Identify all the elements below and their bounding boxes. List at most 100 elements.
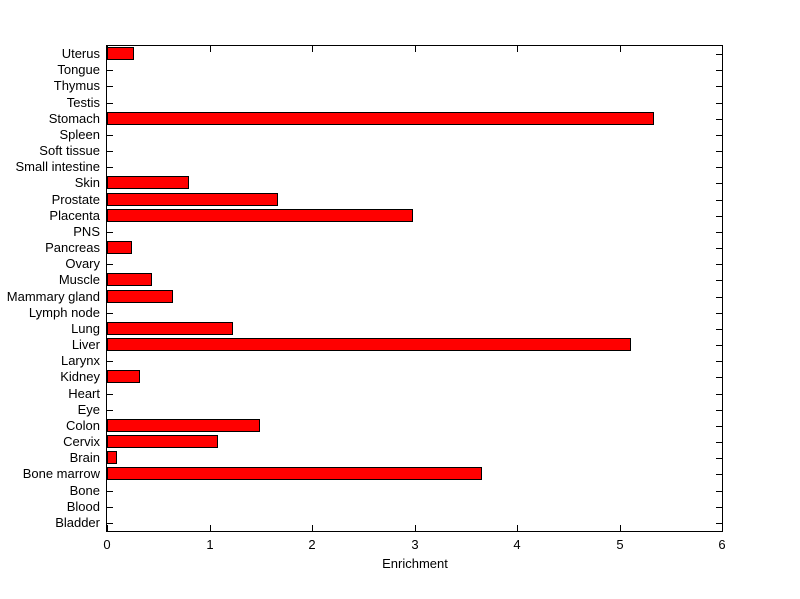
bar-mammary-gland: [107, 290, 173, 303]
x-tick-label-0: 0: [103, 537, 111, 552]
y-tick-testis: [107, 103, 113, 104]
y-tick-soft-tissue: [107, 151, 113, 152]
bar-prostate: [107, 193, 278, 206]
y-label-bone: Bone: [69, 483, 100, 498]
y-tick-right-liver: [716, 345, 722, 346]
y-label-ovary: Ovary: [65, 256, 100, 271]
y-tick-right-brain: [716, 458, 722, 459]
bar-cervix: [107, 435, 218, 448]
y-label-prostate: Prostate: [51, 192, 100, 207]
x-tick-top-3: [415, 46, 416, 52]
y-tick-lymph-node: [107, 313, 113, 314]
y-tick-right-eye: [716, 410, 722, 411]
x-tick-label-3: 3: [411, 537, 419, 552]
x-tick-top-2: [312, 46, 313, 52]
y-tick-small-intestine: [107, 167, 113, 168]
y-tick-bladder: [107, 523, 113, 524]
y-label-bladder: Bladder: [55, 515, 100, 530]
y-tick-right-skin: [716, 183, 722, 184]
y-tick-right-small-intestine: [716, 167, 722, 168]
y-label-larynx: Larynx: [60, 353, 100, 368]
y-tick-right-cervix: [716, 442, 722, 443]
y-label-muscle: Muscle: [58, 272, 100, 287]
y-label-kidney: Kidney: [60, 369, 100, 384]
y-tick-right-testis: [716, 103, 722, 104]
bar-stomach: [107, 112, 654, 125]
y-tick-larynx: [107, 361, 113, 362]
x-tick-4: [517, 525, 518, 531]
y-tick-right-spleen: [716, 135, 722, 136]
x-tick-top-0: [107, 46, 108, 52]
bar-colon: [107, 419, 260, 432]
x-tick-1: [210, 525, 211, 531]
y-tick-heart: [107, 394, 113, 395]
x-tick-5: [620, 525, 621, 531]
y-tick-tongue: [107, 70, 113, 71]
y-label-pancreas: Pancreas: [45, 240, 100, 255]
x-tick-label-5: 5: [616, 537, 624, 552]
y-label-eye: Eye: [77, 402, 100, 417]
bar-bone-marrow: [107, 467, 482, 480]
y-label-thymus: Thymus: [53, 78, 100, 93]
bar-placenta: [107, 209, 413, 222]
y-tick-right-thymus: [716, 86, 722, 87]
y-label-lymph-node: Lymph node: [28, 305, 100, 320]
y-tick-right-stomach: [716, 119, 722, 120]
y-axis-labels: Uterus Tongue Thymus Testis Stomach Spleen Sof…: [0, 45, 100, 532]
y-tick-right-tongue: [716, 70, 722, 71]
y-tick-pns: [107, 232, 113, 233]
y-label-brain: Brain: [69, 450, 100, 465]
bar-uterus: [107, 47, 134, 60]
x-tick-6: [722, 525, 723, 531]
x-axis-title: Enrichment: [382, 556, 448, 571]
y-tick-ovary: [107, 264, 113, 265]
x-tick-label-4: 4: [513, 537, 521, 552]
x-tick-label-1: 1: [206, 537, 214, 552]
y-tick-blood: [107, 507, 113, 508]
y-tick-right-prostate: [716, 200, 722, 201]
x-tick-label-2: 2: [308, 537, 316, 552]
y-tick-right-mammary-gland: [716, 297, 722, 298]
bar-pancreas: [107, 241, 132, 254]
x-tick-top-1: [210, 46, 211, 52]
x-tick-label-6: 6: [718, 537, 726, 552]
y-label-soft-tissue: Soft tissue: [39, 143, 100, 158]
x-tick-top-4: [517, 46, 518, 52]
y-tick-right-blood: [716, 507, 722, 508]
y-label-stomach: Stomach: [48, 111, 100, 126]
y-tick-thymus: [107, 86, 113, 87]
y-label-heart: Heart: [68, 386, 100, 401]
y-label-colon: Colon: [66, 418, 100, 433]
y-tick-eye: [107, 410, 113, 411]
y-label-bone-marrow: Bone marrow: [22, 466, 100, 481]
bar-liver: [107, 338, 631, 351]
y-tick-right-pns: [716, 232, 722, 233]
y-tick-right-bladder: [716, 523, 722, 524]
plot-area: [106, 45, 723, 532]
y-tick-right-colon: [716, 426, 722, 427]
y-label-lung: Lung: [71, 321, 100, 336]
y-tick-right-ovary: [716, 264, 722, 265]
y-tick-right-placenta: [716, 216, 722, 217]
y-label-tongue: Tongue: [57, 62, 100, 77]
y-tick-right-muscle: [716, 280, 722, 281]
y-tick-right-soft-tissue: [716, 151, 722, 152]
y-tick-right-heart: [716, 394, 722, 395]
y-tick-right-uterus: [716, 54, 722, 55]
y-label-blood: Blood: [66, 499, 100, 514]
y-tick-right-bone: [716, 491, 722, 492]
bar-muscle: [107, 273, 152, 286]
y-label-liver: Liver: [71, 337, 100, 352]
y-label-spleen: Spleen: [59, 127, 100, 142]
y-label-mammary-gland: Mammary gland: [6, 289, 100, 304]
y-tick-right-larynx: [716, 361, 722, 362]
y-tick-spleen: [107, 135, 113, 136]
y-tick-right-kidney: [716, 377, 722, 378]
y-label-placenta: Placenta: [49, 208, 100, 223]
bar-lung: [107, 322, 233, 335]
y-tick-right-bone-marrow: [716, 474, 722, 475]
x-tick-0: [107, 525, 108, 531]
y-label-pns: PNS: [73, 224, 100, 239]
x-tick-top-6: [722, 46, 723, 52]
